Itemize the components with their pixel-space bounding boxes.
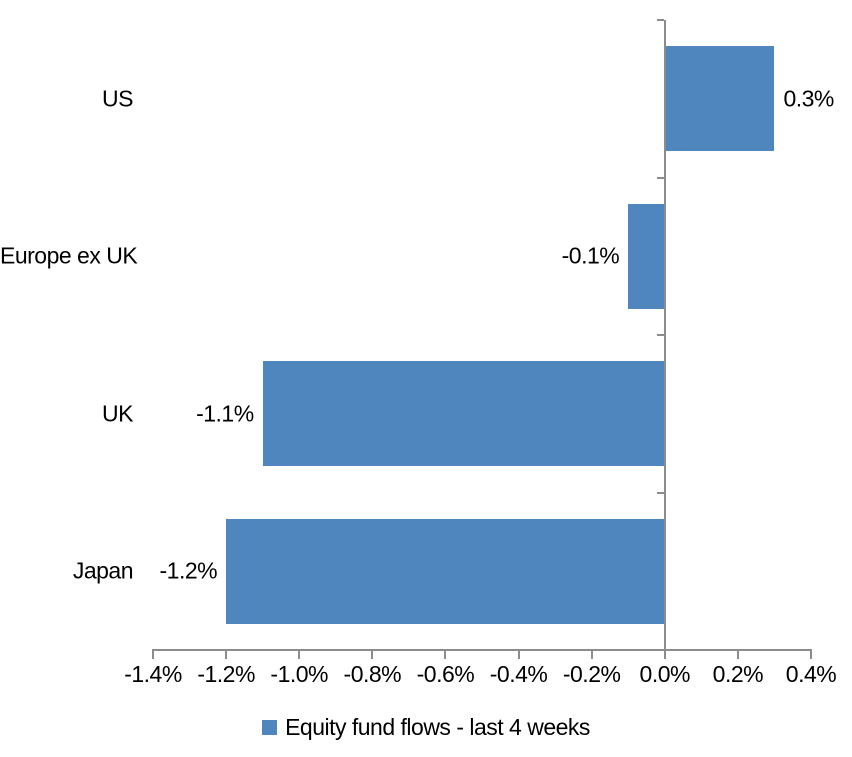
x-axis-tick	[225, 650, 228, 659]
zero-axis-line	[663, 20, 666, 659]
x-axis-tick-label: 0.2%	[712, 661, 764, 687]
x-axis-tick-label: -1.2%	[197, 661, 255, 687]
x-axis-tick-label: -1.0%	[270, 661, 329, 687]
category-label: Japan	[72, 557, 134, 584]
legend-label: Equity fund flows - last 4 weeks	[285, 714, 590, 740]
x-axis-tick	[590, 650, 593, 659]
data-label: -1.1%	[196, 400, 254, 427]
category-label: US	[102, 85, 133, 112]
category-boundary-tick	[656, 334, 664, 336]
category-label: Europe ex UK	[0, 242, 138, 269]
x-axis-tick	[810, 650, 812, 659]
x-axis-tick-label: -0.8%	[343, 661, 402, 687]
x-axis-tick-label: -1.4%	[124, 661, 182, 687]
data-label: 0.3%	[783, 85, 834, 112]
data-label: -1.2%	[159, 557, 218, 584]
legend-swatch-icon	[262, 720, 278, 736]
x-axis-tick	[517, 650, 520, 659]
x-axis-tick	[371, 650, 374, 659]
category-label: UK	[102, 400, 133, 427]
category-boundary-tick	[656, 176, 664, 179]
x-axis-tick	[444, 650, 447, 659]
x-axis-tick-label: -0.2%	[562, 661, 621, 687]
bar	[664, 46, 775, 152]
category-boundary-tick	[656, 19, 664, 21]
x-axis-tick-label: 0.0%	[639, 661, 691, 687]
bar	[226, 518, 665, 624]
x-axis-tick-label: -0.6%	[416, 661, 475, 687]
category-boundary-tick	[656, 491, 664, 494]
bar	[628, 203, 665, 309]
legend: Equity fund flows - last 4 weeks	[0, 714, 852, 742]
x-axis-tick	[152, 650, 154, 659]
x-axis-tick-label: -0.4%	[489, 661, 548, 687]
x-axis-tick	[736, 650, 739, 659]
bar	[262, 361, 665, 467]
data-label: -0.1%	[561, 242, 620, 269]
x-axis-line	[152, 649, 812, 651]
x-axis-tick	[298, 650, 301, 659]
category-boundary-tick	[656, 649, 664, 651]
x-axis-tick-label: 0.4%	[785, 661, 837, 687]
